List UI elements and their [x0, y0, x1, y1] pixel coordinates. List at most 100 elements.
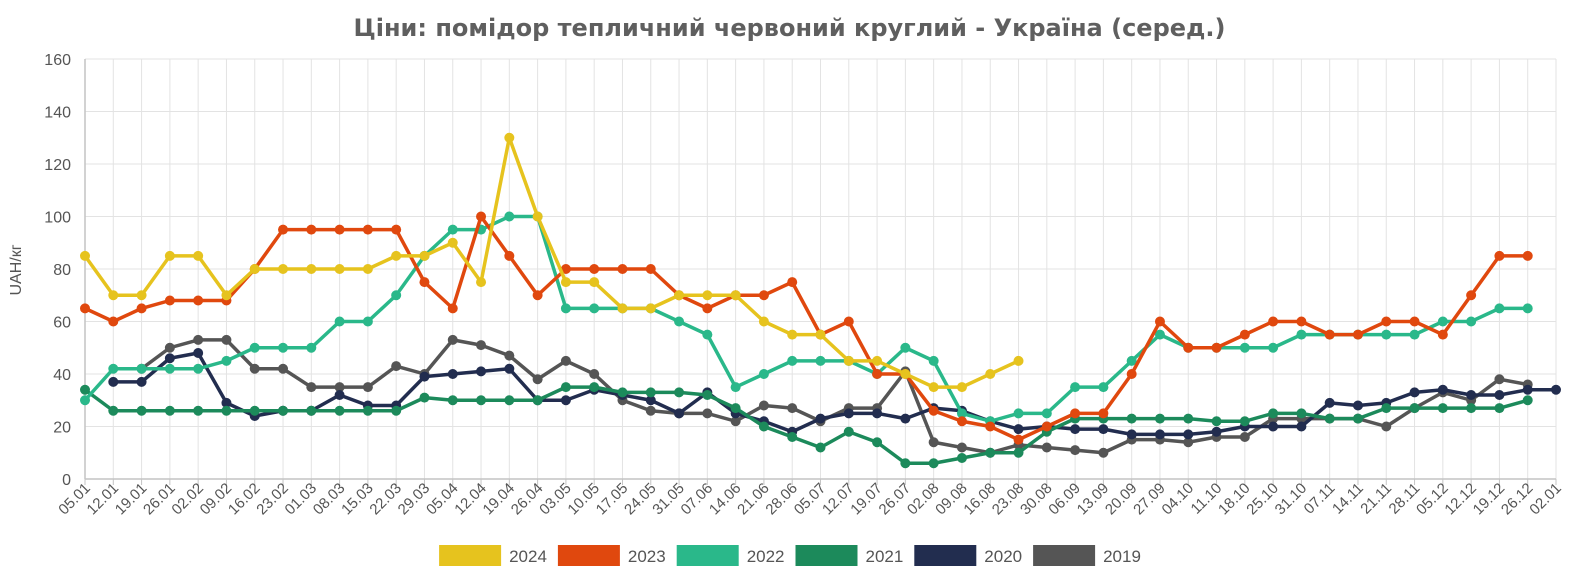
data-point-2024[interactable]	[334, 264, 345, 274]
data-point-2020[interactable]	[221, 397, 232, 408]
data-point-2020[interactable]	[1183, 429, 1194, 440]
data-point-2020[interactable]	[1409, 387, 1420, 398]
data-point-2020[interactable]	[1070, 424, 1081, 435]
data-point-2022[interactable]	[815, 355, 826, 366]
data-point-2023[interactable]	[1126, 369, 1137, 379]
data-point-2023[interactable]	[1381, 316, 1392, 327]
data-point-2023[interactable]	[758, 290, 769, 301]
data-point-2024[interactable]	[164, 250, 175, 261]
data-point-2023[interactable]	[1070, 408, 1081, 419]
data-point-2020[interactable]	[1098, 424, 1109, 435]
data-point-2020[interactable]	[1522, 384, 1533, 395]
data-point-2019[interactable]	[1041, 442, 1052, 453]
data-point-2023[interactable]	[1324, 329, 1335, 340]
data-point-2022[interactable]	[787, 355, 798, 366]
data-point-2024[interactable]	[702, 290, 713, 301]
data-point-2023[interactable]	[306, 224, 317, 235]
data-point-2020[interactable]	[334, 390, 345, 400]
data-point-2023[interactable]	[1013, 434, 1024, 445]
data-point-2023[interactable]	[1409, 316, 1420, 327]
data-point-2021[interactable]	[787, 432, 798, 442]
data-point-2023[interactable]	[532, 290, 543, 301]
data-point-2021[interactable]	[1183, 413, 1194, 424]
data-point-2021[interactable]	[1494, 403, 1505, 414]
data-point-2024[interactable]	[758, 316, 769, 327]
data-point-2019[interactable]	[306, 382, 317, 393]
data-point-2023[interactable]	[1522, 250, 1533, 261]
data-point-2022[interactable]	[278, 342, 289, 353]
data-point-2021[interactable]	[758, 421, 769, 432]
data-point-2024[interactable]	[787, 329, 798, 340]
data-point-2023[interactable]	[872, 369, 883, 379]
data-point-2020[interactable]	[193, 348, 204, 358]
data-point-2022[interactable]	[1239, 342, 1250, 353]
data-point-2021[interactable]	[80, 384, 90, 395]
data-point-2019[interactable]	[1098, 447, 1109, 458]
data-point-2021[interactable]	[956, 453, 967, 463]
data-point-2020[interactable]	[108, 376, 119, 387]
data-point-2020[interactable]	[1126, 429, 1137, 440]
data-point-2020[interactable]	[1154, 429, 1165, 440]
data-point-2020[interactable]	[1324, 397, 1335, 408]
data-point-2023[interactable]	[80, 303, 90, 314]
data-point-2024[interactable]	[674, 290, 685, 301]
data-point-2023[interactable]	[278, 224, 289, 235]
data-point-2021[interactable]	[1126, 413, 1137, 424]
data-point-2024[interactable]	[928, 382, 939, 393]
data-point-2022[interactable]	[504, 211, 515, 222]
data-point-2021[interactable]	[306, 405, 317, 416]
data-point-2024[interactable]	[532, 211, 543, 222]
data-point-2019[interactable]	[447, 334, 458, 345]
data-point-2021[interactable]	[136, 405, 147, 416]
data-point-2019[interactable]	[362, 382, 373, 393]
data-point-2022[interactable]	[589, 303, 600, 314]
data-point-2020[interactable]	[1466, 390, 1477, 400]
data-point-2020[interactable]	[1211, 426, 1222, 437]
data-point-2024[interactable]	[589, 277, 600, 288]
legend-item-2024[interactable]: 2024	[439, 545, 547, 566]
data-point-2023[interactable]	[193, 295, 204, 306]
data-point-2023[interactable]	[391, 224, 402, 235]
data-point-2023[interactable]	[334, 224, 345, 235]
data-point-2021[interactable]	[1466, 403, 1477, 414]
data-point-2022[interactable]	[900, 342, 911, 353]
legend-item-2023[interactable]: 2023	[557, 545, 666, 566]
data-point-2022[interactable]	[362, 316, 373, 327]
data-point-2019[interactable]	[645, 405, 656, 416]
data-point-2022[interactable]	[80, 395, 90, 406]
data-point-2023[interactable]	[362, 224, 373, 235]
data-point-2019[interactable]	[1239, 432, 1250, 442]
data-point-2019[interactable]	[221, 334, 232, 345]
data-point-2023[interactable]	[956, 416, 967, 427]
data-point-2022[interactable]	[1296, 329, 1307, 340]
data-point-2024[interactable]	[80, 250, 90, 261]
data-point-2020[interactable]	[1494, 390, 1505, 400]
data-point-2020[interactable]	[164, 353, 175, 364]
data-point-2021[interactable]	[1013, 447, 1024, 458]
data-point-2021[interactable]	[1437, 403, 1448, 414]
data-point-2021[interactable]	[391, 405, 402, 416]
data-point-2019[interactable]	[391, 361, 402, 372]
data-point-2024[interactable]	[136, 290, 147, 301]
data-point-2023[interactable]	[419, 277, 430, 288]
data-point-2022[interactable]	[193, 363, 204, 374]
data-point-2021[interactable]	[193, 405, 204, 416]
data-point-2023[interactable]	[560, 264, 571, 274]
data-point-2024[interactable]	[900, 369, 911, 379]
data-point-2024[interactable]	[560, 277, 571, 288]
data-point-2021[interactable]	[702, 390, 713, 400]
data-point-2020[interactable]	[419, 371, 430, 382]
data-point-2022[interactable]	[221, 355, 232, 366]
data-point-2021[interactable]	[674, 387, 685, 398]
data-point-2024[interactable]	[306, 264, 317, 274]
data-point-2022[interactable]	[391, 290, 402, 301]
data-point-2020[interactable]	[476, 366, 487, 377]
data-point-2021[interactable]	[334, 405, 345, 416]
data-point-2022[interactable]	[164, 363, 175, 374]
data-point-2020[interactable]	[872, 408, 883, 419]
data-point-2021[interactable]	[108, 405, 119, 416]
data-point-2023[interactable]	[1154, 316, 1165, 327]
data-point-2024[interactable]	[617, 303, 628, 314]
data-point-2023[interactable]	[1098, 408, 1109, 419]
data-point-2024[interactable]	[221, 290, 232, 301]
